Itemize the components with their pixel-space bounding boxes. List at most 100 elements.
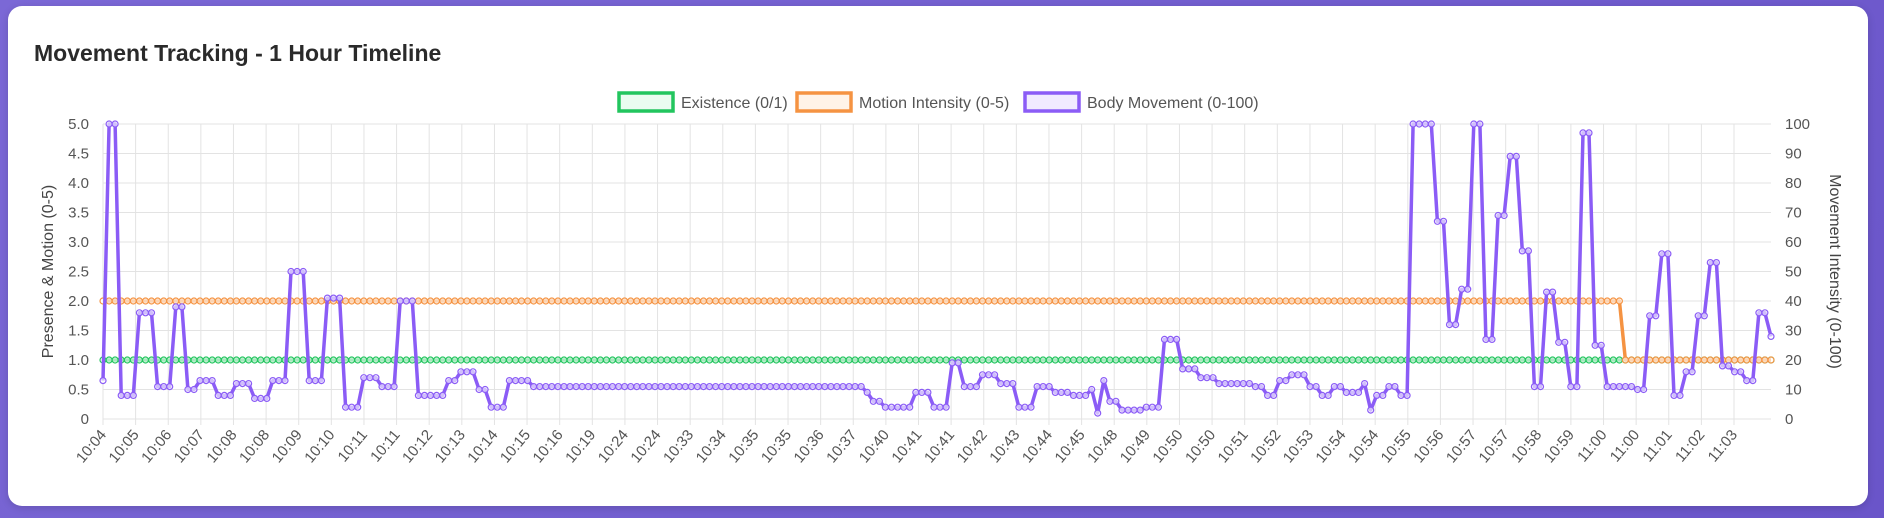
data-point bbox=[1081, 297, 1090, 305]
data-point bbox=[1433, 356, 1442, 364]
data-point bbox=[1445, 356, 1454, 364]
data-point bbox=[499, 297, 507, 305]
data-point bbox=[760, 297, 768, 305]
data-point bbox=[1276, 356, 1284, 364]
data-point bbox=[1342, 297, 1351, 305]
data-point bbox=[1154, 403, 1163, 411]
data-point bbox=[1652, 312, 1660, 320]
data-point bbox=[147, 309, 156, 317]
data-point bbox=[681, 297, 689, 305]
data-point bbox=[1221, 297, 1229, 305]
data-point bbox=[481, 356, 489, 364]
y-left-tick-label: 3.0 bbox=[68, 234, 89, 251]
data-point bbox=[584, 383, 592, 391]
data-point bbox=[1385, 383, 1393, 391]
data-point bbox=[1451, 356, 1460, 364]
data-point bbox=[1379, 391, 1387, 399]
data-point bbox=[1324, 356, 1332, 364]
data-point bbox=[481, 297, 489, 305]
data-point bbox=[214, 391, 222, 399]
data-point bbox=[851, 297, 859, 305]
data-point bbox=[439, 356, 447, 364]
data-point bbox=[275, 297, 283, 305]
data-point bbox=[238, 380, 247, 388]
chart-card: Movement Tracking - 1 Hour Timeline bbox=[8, 6, 1868, 506]
data-point bbox=[663, 383, 671, 391]
data-point bbox=[1500, 297, 1508, 305]
data-point bbox=[657, 356, 665, 364]
data-point bbox=[160, 383, 168, 391]
data-point bbox=[1269, 391, 1278, 399]
data-point bbox=[354, 403, 362, 411]
data-point bbox=[1324, 297, 1332, 305]
data-point bbox=[238, 297, 247, 305]
data-point bbox=[263, 297, 271, 305]
data-point bbox=[178, 297, 186, 305]
data-point bbox=[1106, 397, 1114, 405]
data-point bbox=[1094, 297, 1102, 305]
data-point bbox=[226, 391, 234, 399]
data-point bbox=[918, 388, 926, 396]
data-point bbox=[1136, 356, 1144, 364]
data-point bbox=[445, 297, 453, 305]
data-point bbox=[693, 297, 702, 305]
data-point bbox=[475, 385, 483, 394]
data-point bbox=[1336, 297, 1345, 305]
data-point bbox=[736, 356, 744, 364]
data-point bbox=[1658, 356, 1666, 364]
data-point bbox=[1106, 356, 1114, 364]
x-tick-label: 10:10 bbox=[301, 427, 338, 467]
data-point bbox=[499, 403, 507, 411]
y-left-tick-label: 0 bbox=[81, 411, 89, 428]
data-point bbox=[1373, 391, 1381, 399]
data-point bbox=[1688, 368, 1696, 376]
x-tick-label: 10:08 bbox=[203, 427, 240, 467]
data-point bbox=[1172, 335, 1181, 343]
data-point bbox=[1021, 356, 1029, 364]
data-point bbox=[1451, 321, 1460, 329]
data-point bbox=[1391, 297, 1399, 305]
x-tick-label: 10:40 bbox=[856, 427, 893, 467]
data-point bbox=[1664, 356, 1672, 364]
data-point bbox=[778, 356, 786, 364]
data-point bbox=[614, 297, 623, 305]
data-point bbox=[930, 356, 938, 364]
data-point bbox=[936, 297, 944, 305]
data-point bbox=[766, 356, 774, 364]
data-point bbox=[129, 297, 137, 305]
data-point bbox=[196, 356, 204, 364]
data-point bbox=[924, 356, 932, 364]
data-point bbox=[105, 297, 113, 305]
data-point bbox=[669, 383, 677, 391]
data-point bbox=[1579, 129, 1587, 137]
data-point bbox=[1615, 297, 1624, 305]
data-point bbox=[1142, 297, 1150, 305]
data-point bbox=[1215, 380, 1223, 388]
data-point bbox=[329, 294, 338, 302]
data-point bbox=[748, 383, 756, 391]
data-point bbox=[699, 297, 708, 305]
data-point bbox=[172, 297, 180, 305]
y-right-axis-title: Movement Intensity (0-100) bbox=[1826, 174, 1843, 369]
data-point bbox=[1603, 383, 1611, 391]
data-point bbox=[342, 403, 350, 411]
data-point bbox=[1209, 356, 1217, 364]
data-point bbox=[463, 368, 471, 376]
y-right-tick-label: 100 bbox=[1785, 116, 1810, 133]
data-point bbox=[493, 297, 501, 305]
data-point bbox=[821, 383, 829, 391]
x-tick-label: 10:41 bbox=[921, 427, 958, 467]
data-point bbox=[548, 356, 556, 364]
data-point bbox=[1051, 388, 1059, 396]
data-point bbox=[906, 356, 914, 364]
data-point bbox=[529, 297, 538, 305]
data-point bbox=[1567, 297, 1575, 305]
data-point bbox=[281, 297, 289, 305]
data-point bbox=[1021, 403, 1029, 411]
data-point bbox=[384, 356, 392, 364]
data-point bbox=[778, 383, 786, 391]
data-point bbox=[348, 356, 356, 364]
data-point bbox=[821, 356, 829, 364]
data-point bbox=[1542, 356, 1551, 364]
y-left-tick-label: 1.0 bbox=[68, 352, 89, 369]
